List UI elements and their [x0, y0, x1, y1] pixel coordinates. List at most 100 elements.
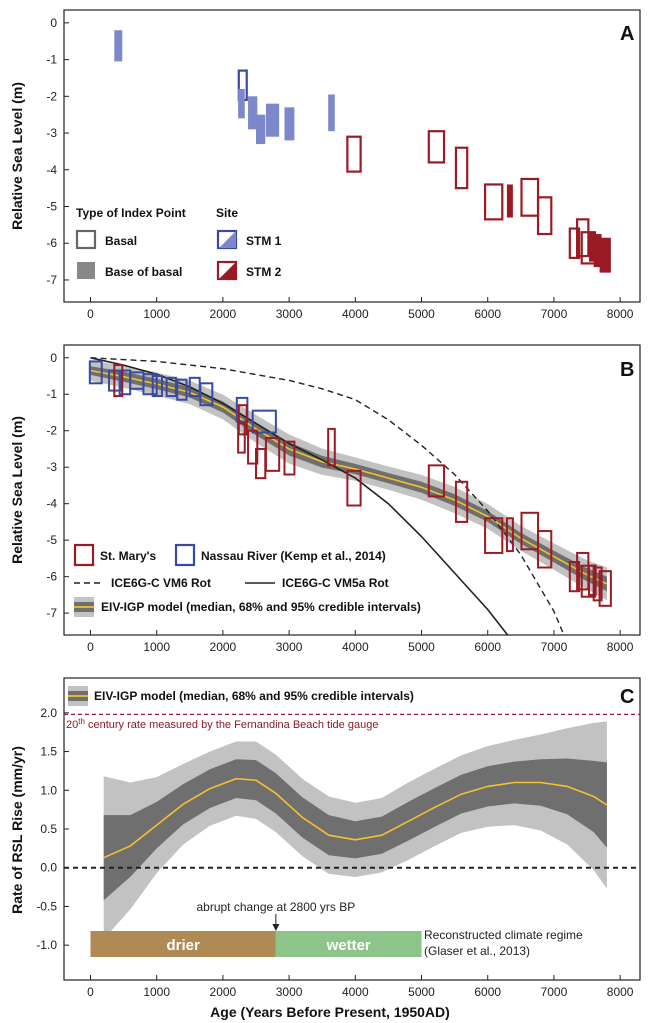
st-marys-point: [568, 561, 581, 593]
index-point-basal: [454, 146, 469, 190]
panel-b-plot: [88, 357, 612, 635]
legend-st-marys-label: St. Mary's: [100, 549, 157, 563]
panel-0-xtick-label: 7000: [541, 307, 568, 321]
panel-a-index-points: [114, 30, 611, 273]
regime-bar-drier: [90, 931, 276, 957]
panel-1-xtick-label: 2000: [210, 640, 237, 654]
st-marys-point: [505, 517, 514, 553]
legend-vm5a-label: ICE6G-C VM5a Rot: [282, 576, 389, 590]
panel-1-ytick-label: -2: [46, 424, 57, 438]
regime-label-drier: drier: [166, 937, 200, 954]
index-point-basal: [483, 183, 504, 221]
st-marys-point: [598, 570, 612, 607]
panel-c-xticks: 0 1000 2000 3000 4000 5000 6000 7000 8000: [87, 975, 634, 999]
panel-2-ytick-label: 2.0: [40, 706, 57, 720]
index-point-base-of-basal: [599, 237, 611, 273]
panel-2-ytick-label: 1.0: [40, 783, 57, 797]
panel-2-ytick-label: 0.0: [40, 861, 57, 875]
panel-0-ytick-label: -3: [46, 126, 57, 140]
panel-2-ytick-label: 1.5: [40, 745, 57, 759]
legend-nassau-label: Nassau River (Kemp et al., 2014): [201, 549, 386, 563]
panel-0-ytick-label: -4: [46, 163, 57, 177]
panel-1-ytick-label: -3: [46, 460, 57, 474]
legend-basal-swatch: [75, 229, 97, 250]
legend-stm1-fill: [219, 231, 236, 248]
st-marys-point: [592, 566, 603, 602]
index-point-base-of-basal: [589, 232, 596, 262]
nassau-point: [151, 375, 163, 398]
panel-b-yticks: 0 -1 -2 -3 -4 -5 -6 -7: [46, 351, 69, 620]
panel-1-ytick-label: -6: [46, 570, 57, 584]
legend-st-marys-swatch: [73, 543, 95, 567]
legend-site-title: Site: [216, 206, 238, 220]
legend-stm2-fill: [219, 262, 236, 279]
legend-stm2-label: STM 2: [246, 265, 282, 279]
panel-a-frame: [63, 9, 641, 303]
panel-0-xtick-label: 5000: [408, 307, 435, 321]
panel-a-xticks: 0 1000 2000 3000 4000 5000 6000 7000 8000: [87, 297, 634, 321]
nassau-point: [176, 378, 188, 401]
panel-1-ytick-label: 0: [50, 351, 57, 365]
panel-1-xtick-label: 4000: [342, 640, 369, 654]
panel-2-xtick-label: 4000: [342, 985, 369, 999]
panel-2-ytick-label: -0.5: [36, 899, 57, 913]
legend-vm6-label: ICE6G-C VM6 Rot: [111, 576, 211, 590]
st-marys-point: [327, 427, 336, 467]
panel-a: A Relative Sea Level (m) 0 1000 2000 3000 40…: [9, 9, 641, 321]
panel-b-label: B: [620, 359, 634, 381]
panel-a-label: A: [620, 23, 634, 45]
vm6-line: [90, 357, 565, 635]
panel-0-xtick-label: 0: [87, 307, 94, 321]
panel-0-xtick-label: 2000: [210, 307, 237, 321]
regime-note-line1: Reconstructed climate regime: [424, 928, 583, 942]
panel-1-xtick-label: 3000: [276, 640, 303, 654]
panel-b: B Relative Sea Level (m) 0 1000 2000 3000 40…: [9, 344, 641, 654]
panel-1-xtick-label: 8000: [607, 640, 634, 654]
tide-gauge-rate-label: 20th century rate measured by the Fernan…: [66, 717, 378, 731]
abrupt-change-arrowhead: [272, 924, 280, 931]
st-marys-point: [264, 437, 281, 472]
panel-2-xtick-label: 8000: [607, 985, 634, 999]
panel-0-xtick-label: 4000: [342, 307, 369, 321]
panel-c-ylabel: Rate of RSL Rise (mm/yr): [9, 746, 25, 914]
panel-1-ytick-label: -4: [46, 497, 57, 511]
rate-68-band: [103, 758, 607, 901]
index-point-base-of-basal: [114, 30, 123, 62]
legend-nassau-swatch: [174, 543, 196, 567]
nassau-point: [88, 360, 103, 385]
legend-stm1-label: STM 1: [246, 234, 282, 248]
st-marys-point: [427, 464, 446, 498]
nassau-point: [251, 409, 277, 434]
index-point-basal: [568, 227, 581, 260]
nassau-point: [142, 373, 158, 396]
panel-b-legend: St. Mary's Nassau River (Kemp et al., 20…: [73, 543, 421, 617]
panel-2-xtick-label: 6000: [474, 985, 501, 999]
panel-1-ytick-label: -7: [46, 606, 57, 620]
index-point-basal: [346, 135, 362, 173]
legend-model-label: EIV-IGP model (median, 68% and 95% credi…: [101, 600, 421, 614]
panel-2-xtick-label: 7000: [541, 985, 568, 999]
st-marys-points: [113, 364, 612, 607]
index-point-base-of-basal: [328, 94, 335, 132]
index-point-basal: [427, 130, 446, 164]
st-marys-point: [454, 480, 469, 523]
abrupt-change-label: abrupt change at 2800 yrs BP: [196, 900, 355, 914]
panel-2-xtick-label: 3000: [276, 985, 303, 999]
panel-1-xtick-label: 6000: [474, 640, 501, 654]
st-marys-point: [588, 564, 597, 596]
nassau-point: [199, 382, 214, 407]
panel-a-yticks: 0 -1 -2 -3 -4 -5 -6 -7: [46, 16, 69, 287]
panel-c-legend: EIV-IGP model (median, 68% and 95% credi…: [68, 686, 414, 706]
index-point-base-of-basal: [265, 103, 280, 137]
panel-b-xticks: 0 1000 2000 3000 4000 5000 6000 7000 8000: [87, 630, 634, 654]
st-marys-point: [283, 440, 296, 476]
st-marys-point: [346, 469, 362, 507]
index-point-base-of-basal: [284, 107, 295, 141]
panel-2-xtick-label: 0: [87, 985, 94, 999]
st-marys-point: [484, 517, 504, 554]
panel-1-xtick-label: 0: [87, 640, 94, 654]
panel-0-ytick-label: 0: [50, 16, 57, 30]
legend-type-title: Type of Index Point: [76, 206, 186, 220]
panel-b-frame: [63, 344, 641, 636]
